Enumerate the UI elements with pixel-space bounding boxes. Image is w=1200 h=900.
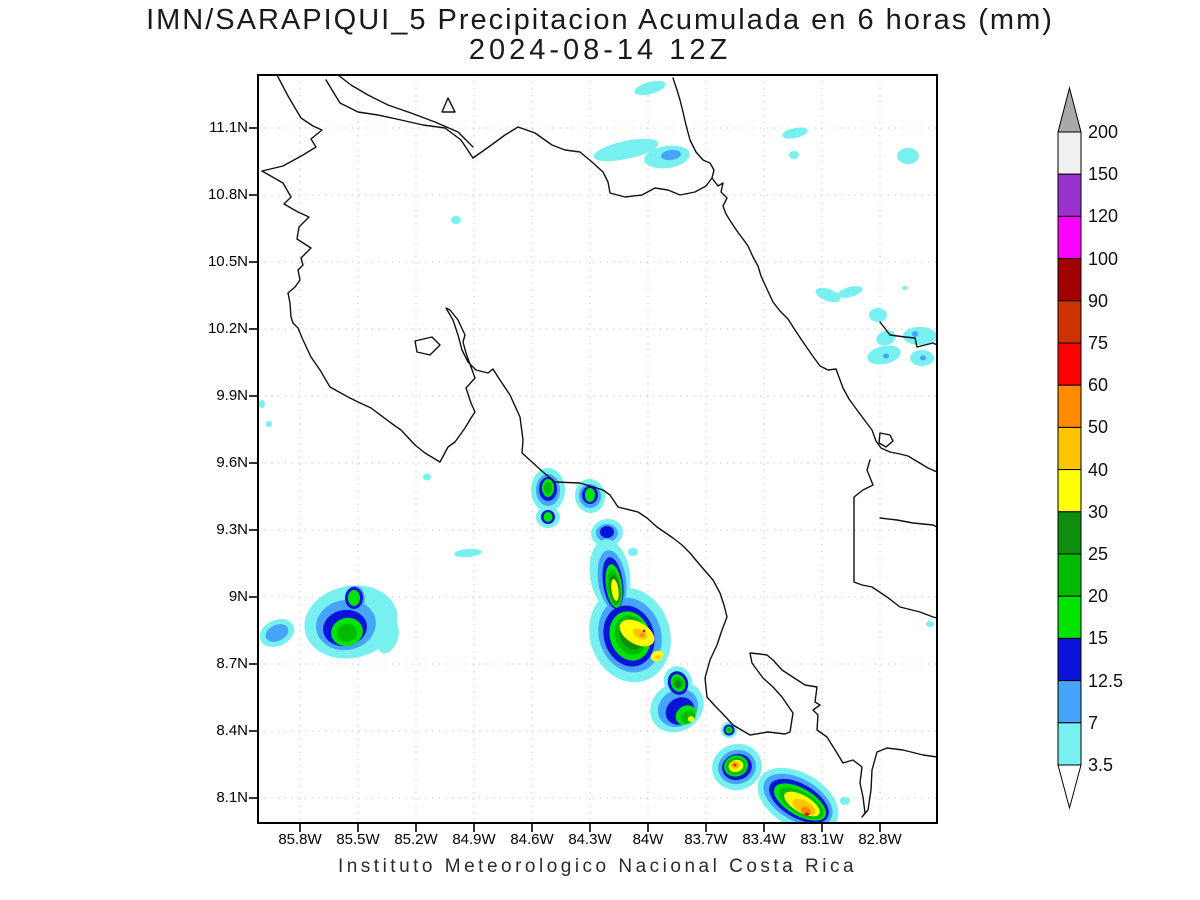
colorbar-segment <box>1057 258 1082 302</box>
colorbar-segment <box>1057 680 1082 724</box>
colorbar-level-label: 25 <box>1088 544 1109 564</box>
lon-tick-label: 84W <box>632 831 664 848</box>
lon-tick-label: 84.9W <box>452 831 496 848</box>
colorbar <box>1057 86 1082 810</box>
precipitation-shading <box>259 80 937 823</box>
lon-tick-label: 83.7W <box>684 831 728 848</box>
panama-border <box>853 459 937 619</box>
colorbar-level-label: 200 <box>1088 122 1119 142</box>
colorbar-level-label: 3.5 <box>1088 755 1114 775</box>
colorbar-level-label: 100 <box>1088 248 1119 269</box>
lat-tick-label: 10.2N <box>207 320 248 337</box>
lake-arenal <box>414 336 441 356</box>
lon-tick-label: 85.2W <box>394 831 438 848</box>
credit-text: Instituto Meteorologico Nacional Costa R… <box>337 856 858 877</box>
colorbar-level-label: 50 <box>1088 417 1109 438</box>
colorbar-segment <box>1057 342 1082 386</box>
san-juan-river-border <box>472 126 713 198</box>
colorbar-segment <box>1057 426 1082 471</box>
page-title: IMN/SARAPIQUI_5 Precipitacion Acumulada … <box>146 4 1054 36</box>
map-plot <box>249 74 938 832</box>
colorbar-segment <box>1057 300 1082 344</box>
colorbar-level-label: 30 <box>1088 501 1109 522</box>
lat-tick-label: 8.4N <box>216 722 248 739</box>
lon-tick-label: 84.3W <box>568 831 612 848</box>
lon-tick-label: 84.6W <box>510 831 554 848</box>
lon-tick-label: 83.1W <box>800 831 844 848</box>
colorbar-level-label: 75 <box>1088 333 1109 353</box>
lon-tick-label: 83.4W <box>742 831 786 848</box>
lon-tick-label: 85.8W <box>278 831 322 848</box>
lat-tick-label: 10.5N <box>207 253 248 270</box>
lat-tick-label: 9.3N <box>216 521 248 538</box>
colorbar-level-label: 60 <box>1088 375 1109 396</box>
pacific-coastline <box>261 75 937 818</box>
grid-lines <box>258 75 937 823</box>
colorbar-level-label: 15 <box>1088 628 1109 649</box>
coast-segment-ne <box>879 321 937 348</box>
colorbar-segment <box>1057 215 1082 260</box>
colorbar-level-label: 40 <box>1088 459 1109 480</box>
caribbean-coastline <box>672 77 937 473</box>
coastline-borders <box>261 75 937 818</box>
lat-tick-label: 9.9N <box>216 387 248 404</box>
lat-tick-label: 9N <box>228 588 248 605</box>
colorbar-segment <box>1057 553 1082 597</box>
colorbar-level-label: 20 <box>1088 586 1109 607</box>
lat-tick-label: 10.8N <box>207 186 248 203</box>
lake-island <box>441 97 456 113</box>
lon-tick-label: 85.5W <box>336 831 380 848</box>
axis-ticks <box>249 127 881 832</box>
colorbar-segment <box>1057 173 1082 217</box>
coast-segment-e <box>879 517 937 528</box>
colorbar-below-min-arrow <box>1057 764 1082 810</box>
colorbar-level-label: 120 <box>1088 206 1119 227</box>
colorbar-level-label: 90 <box>1088 290 1109 311</box>
nicaragua-border <box>325 79 474 159</box>
nicaragua-lake-shore <box>337 75 474 148</box>
lon-tick-label: 82.8W <box>858 831 902 848</box>
lat-tick-label: 8.1N <box>216 789 248 806</box>
colorbar-segment <box>1057 722 1082 766</box>
colorbar-segment <box>1057 384 1082 428</box>
colorbar-segment <box>1057 637 1082 682</box>
colorbar-segment <box>1057 511 1082 555</box>
colorbar-level-label: 7 <box>1088 712 1099 733</box>
colorbar-segment <box>1057 595 1082 639</box>
page-subtitle-datetime: 2024-08-14 12Z <box>468 34 732 66</box>
lat-tick-label: 9.6N <box>216 454 248 471</box>
lat-tick-label: 8.7N <box>216 655 248 672</box>
small-loop-e <box>878 432 894 448</box>
plot-frame <box>257 74 938 824</box>
colorbar-level-label: 150 <box>1088 164 1119 185</box>
colorbar-above-max-arrow <box>1057 86 1082 133</box>
colorbar-segment <box>1057 131 1082 175</box>
colorbar-segment <box>1057 469 1082 513</box>
colorbar-level-label: 12.5 <box>1088 670 1124 691</box>
lat-tick-label: 11.1N <box>209 119 248 136</box>
